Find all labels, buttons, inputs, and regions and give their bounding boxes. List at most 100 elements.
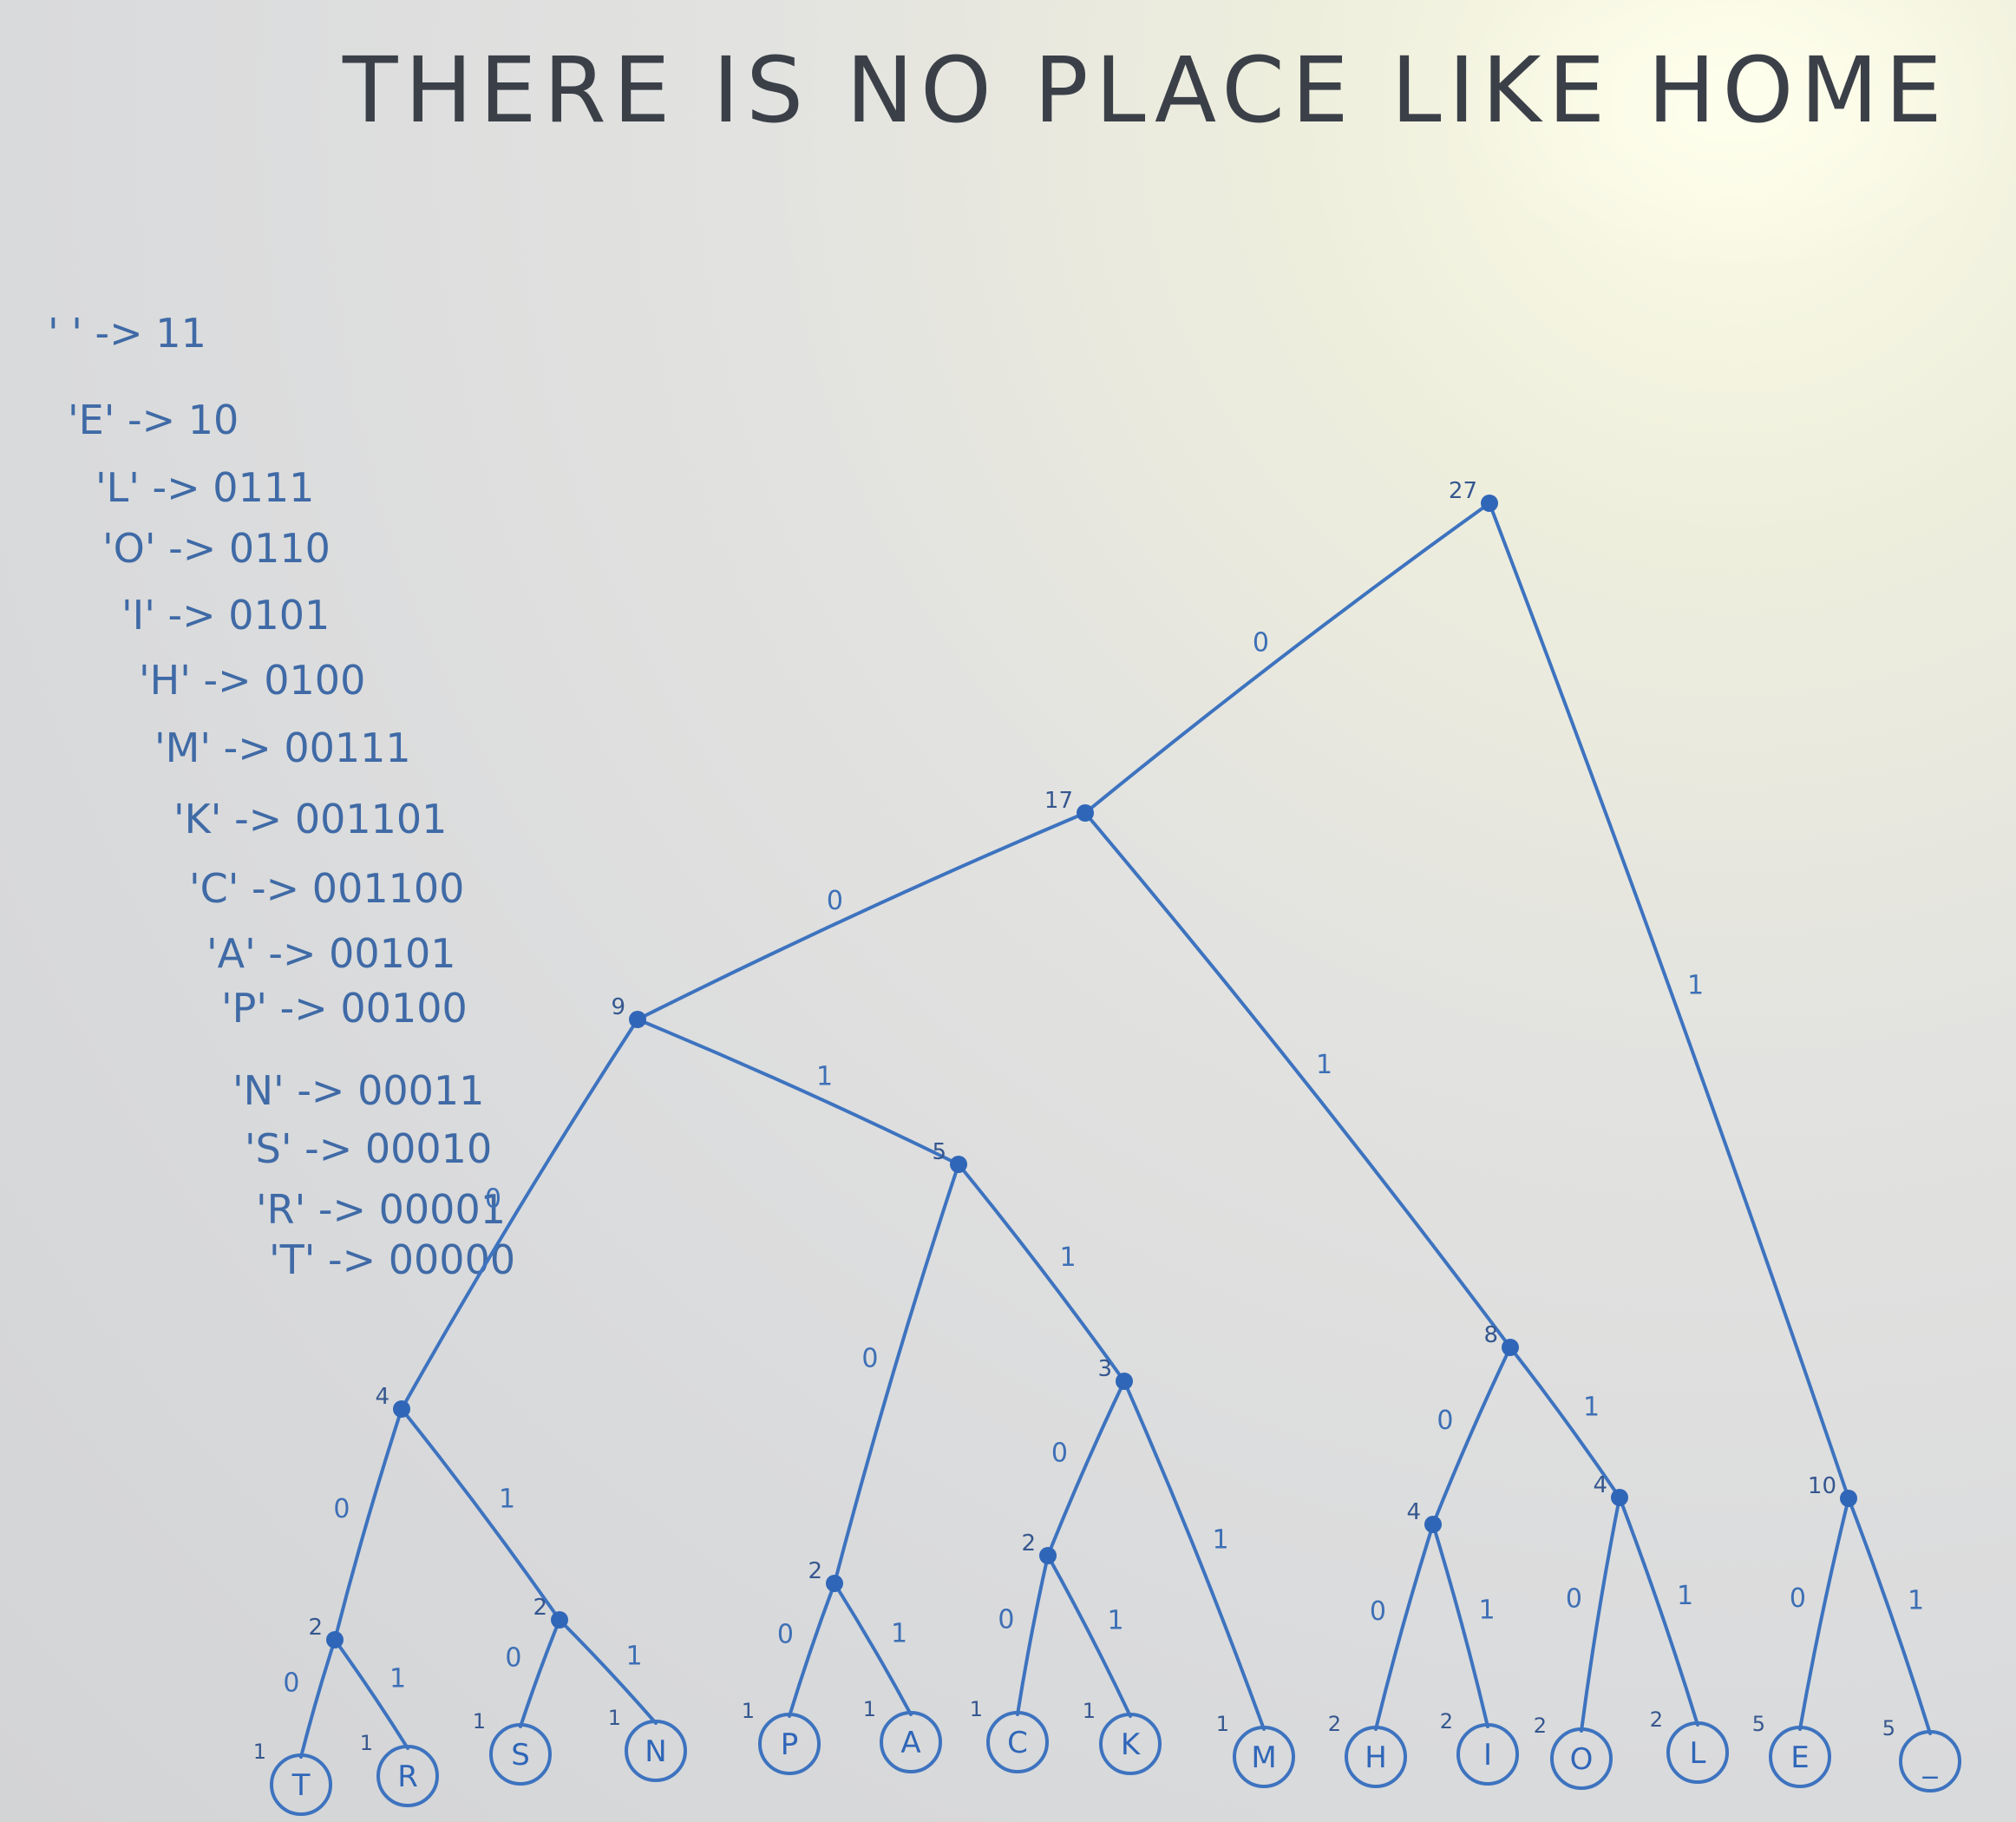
edge-bit-label: 0 xyxy=(1253,628,1269,659)
tree-edge xyxy=(1046,1380,1126,1557)
tree-node-dot xyxy=(393,1400,410,1418)
tree-edge xyxy=(519,1618,561,1728)
code-entry: 'R' -> 00001 xyxy=(256,1186,506,1233)
leaf-node-count: 5 xyxy=(1882,1716,1895,1740)
leaf-node-circle xyxy=(1099,1713,1162,1775)
edge-bit-label: 1 xyxy=(1583,1393,1600,1423)
leaf-node-count: 1 xyxy=(1083,1699,1096,1723)
edge-bit-label: 0 xyxy=(485,1184,501,1215)
tree-node-weight: 4 xyxy=(375,1384,389,1410)
tree-edge xyxy=(1580,1496,1621,1733)
tree-edge xyxy=(636,811,1087,1021)
leaf-node-circle xyxy=(1550,1727,1613,1790)
edge-bit-label: 0 xyxy=(777,1620,794,1650)
tree-node-dot xyxy=(551,1611,568,1629)
tree-edge xyxy=(1847,1497,1932,1735)
code-entry: 'L' -> 0111 xyxy=(95,464,314,511)
edge-bit-label: 1 xyxy=(1479,1596,1496,1626)
tree-edge xyxy=(1488,501,1850,1500)
code-entry: 'T' -> 00000 xyxy=(269,1236,515,1283)
leaf-node-letter: T xyxy=(291,1768,311,1803)
tree-edge xyxy=(957,1163,1126,1383)
leaf-node-letter: N xyxy=(645,1734,666,1769)
code-entry: 'N' -> 00011 xyxy=(232,1067,484,1114)
code-entry: 'P' -> 00100 xyxy=(221,985,468,1032)
code-entry: 'E' -> 10 xyxy=(68,397,239,443)
edge-bit-label: 1 xyxy=(891,1619,907,1649)
code-entry: 'A' -> 00101 xyxy=(206,930,455,977)
tree-node-weight: 8 xyxy=(1483,1322,1498,1348)
tree-edge xyxy=(333,1407,403,1642)
leaf-node-letter: R xyxy=(397,1760,418,1794)
leaf-node-circle xyxy=(1456,1723,1519,1786)
code-entry: 'I' -> 0101 xyxy=(121,592,330,639)
leaf-node-circle xyxy=(986,1711,1049,1773)
tree-edge xyxy=(788,1582,836,1718)
tree-node-dot xyxy=(1611,1489,1628,1506)
tree-node-dot xyxy=(1424,1516,1442,1533)
tree-edge xyxy=(400,1018,639,1411)
tree-node-dot xyxy=(1502,1339,1519,1356)
code-entry: 'M' -> 00111 xyxy=(154,724,411,771)
edge-bit-label: 0 xyxy=(333,1494,350,1524)
tree-node-dot xyxy=(1116,1373,1133,1390)
leaf-node-letter: E xyxy=(1790,1740,1809,1775)
edge-bit-label: 1 xyxy=(1213,1525,1229,1556)
tree-node-weight: 5 xyxy=(932,1139,946,1165)
tree-edge xyxy=(1618,1496,1699,1727)
tree-node-dot xyxy=(826,1575,843,1592)
edge-bit-label: 1 xyxy=(1108,1606,1124,1636)
edge-bit-label: 1 xyxy=(816,1062,833,1092)
edge-bit-label: 0 xyxy=(1566,1584,1582,1615)
tree-edge xyxy=(1083,811,1512,1349)
leaf-node-count: 1 xyxy=(1216,1712,1229,1736)
edge-bit-label: 1 xyxy=(626,1642,643,1672)
edge-bit-label: 1 xyxy=(1060,1242,1077,1273)
tree-node-weight: 2 xyxy=(1021,1530,1036,1557)
tree-edge xyxy=(1431,1523,1489,1728)
tree-node-weight: 4 xyxy=(1406,1499,1421,1525)
edge-bit-label: 1 xyxy=(1687,971,1704,1001)
tree-edge xyxy=(333,1638,409,1750)
leaf-node-letter: A xyxy=(900,1726,920,1760)
code-table: ' ' -> 11 'E' -> 10 'L' -> 0111 'O' -> 0110… xyxy=(48,310,515,1283)
leaf-node-circle xyxy=(1769,1726,1831,1788)
tree-edge xyxy=(1046,1554,1132,1718)
edge-bit-label: 0 xyxy=(1051,1439,1068,1469)
leaf-node-circle xyxy=(1233,1726,1295,1788)
light-glare xyxy=(1449,0,2016,278)
tree-edge xyxy=(558,1618,658,1725)
tree-node-weight: 4 xyxy=(1593,1472,1607,1498)
leaf-node-circle xyxy=(376,1745,439,1807)
tree-edge xyxy=(833,1582,913,1716)
leaf-node-count: 2 xyxy=(1534,1714,1547,1738)
code-entry: 'K' -> 001101 xyxy=(173,796,447,842)
leaf-node-circle xyxy=(1666,1721,1729,1784)
edge-bit-label: 1 xyxy=(1908,1586,1924,1616)
leaf-node-count: 1 xyxy=(360,1731,373,1755)
edge-bit-label: 1 xyxy=(499,1484,515,1515)
leaf-node-letter: K xyxy=(1121,1727,1142,1762)
leaf-node-circle xyxy=(1899,1730,1961,1793)
tree-node-dot xyxy=(326,1631,344,1648)
tree-edge xyxy=(1798,1497,1850,1731)
edge-bit-label: 0 xyxy=(1437,1406,1453,1436)
leaf-node-count: 1 xyxy=(863,1697,876,1721)
leaf-node-count: 1 xyxy=(473,1709,486,1734)
tree-edge xyxy=(636,1018,960,1166)
tree-node-weight: 9 xyxy=(611,994,625,1020)
leaf-node-letter: C xyxy=(1007,1726,1028,1760)
leaf-node-letter: _ xyxy=(1922,1745,1939,1779)
edge-bit-label: 1 xyxy=(1677,1581,1693,1611)
tree-node-weight: 27 xyxy=(1449,478,1477,504)
tree-edge xyxy=(1123,1380,1266,1731)
board-title: THERE IS NO PLACE LIKE HOME xyxy=(342,37,1949,143)
leaf-node-letter: P xyxy=(781,1727,799,1762)
leaf-node-letter: L xyxy=(1690,1736,1706,1771)
leaf-node-circle xyxy=(270,1753,332,1816)
edge-bit-label: 0 xyxy=(1790,1583,1806,1614)
code-entry: 'H' -> 0100 xyxy=(139,657,365,704)
tree-edge xyxy=(400,1407,561,1622)
leaf-node-count: 2 xyxy=(1328,1712,1341,1736)
